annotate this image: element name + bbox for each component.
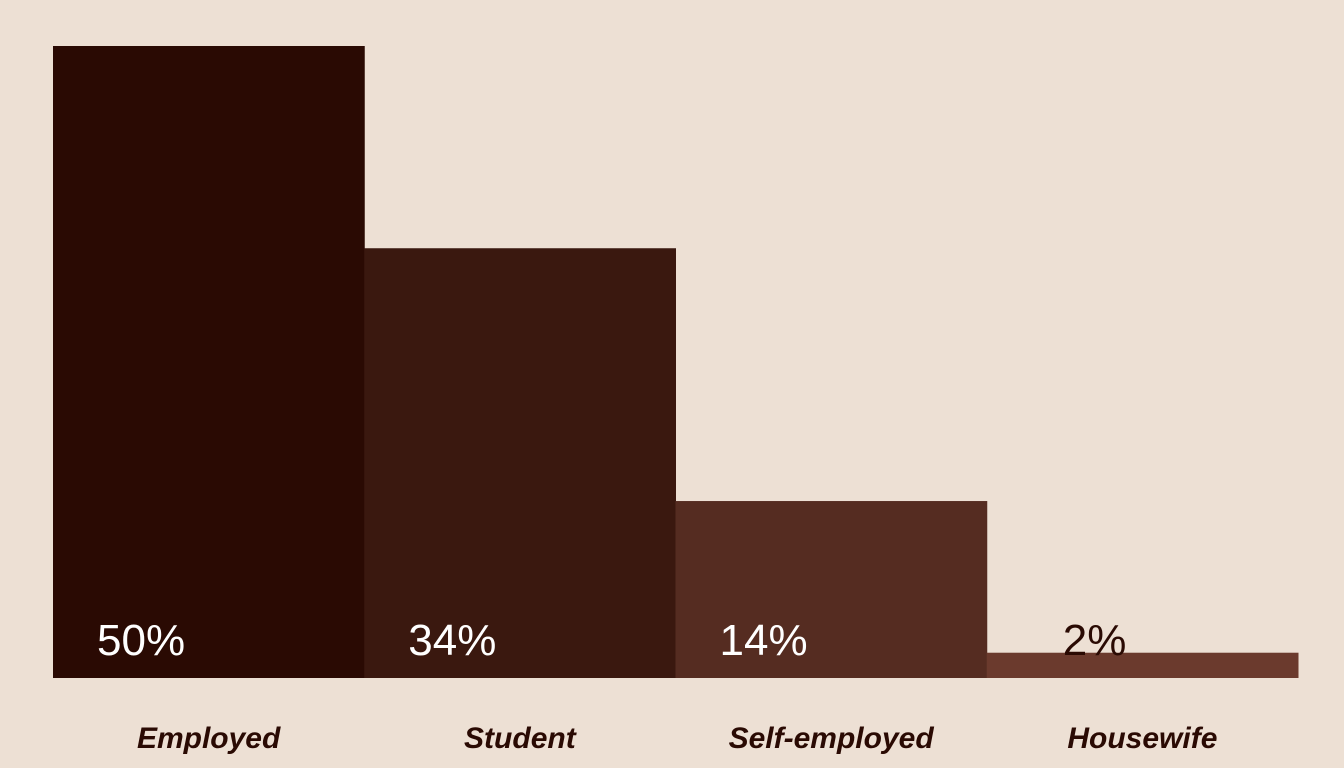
- value-label-student: 34%: [408, 616, 496, 665]
- category-label-employed: Employed: [137, 722, 281, 755]
- value-label-self-employed: 14%: [720, 616, 808, 665]
- bar-self-employed: [675, 501, 988, 678]
- bar-housewife: [986, 652, 1299, 678]
- value-label-employed: 50%: [97, 616, 185, 665]
- category-label-housewife: Housewife: [1067, 722, 1217, 755]
- bar-employed: [53, 46, 365, 678]
- value-label-housewife: 2%: [1063, 616, 1127, 665]
- bar-student: [364, 248, 676, 679]
- category-label-student: Student: [464, 722, 578, 755]
- category-label-self-employed: Self-employed: [729, 722, 935, 755]
